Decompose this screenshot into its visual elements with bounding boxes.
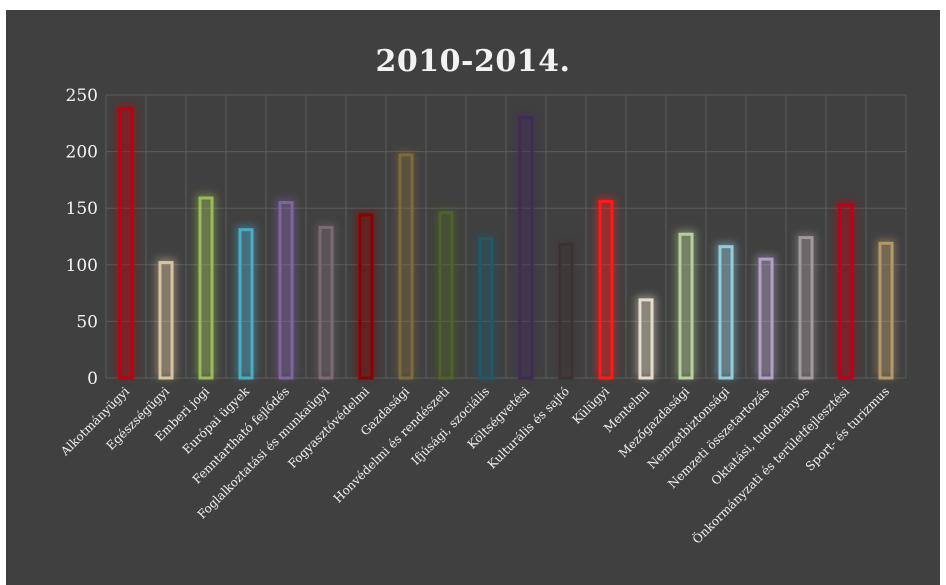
bars	[116, 104, 896, 380]
x-tick-label: Alkotmányügyi	[57, 384, 132, 459]
bar-chart: 050100150200250AlkotmányügyiEgészségügyi…	[57, 86, 907, 547]
bar[interactable]	[358, 213, 374, 380]
bar[interactable]	[158, 261, 174, 380]
chart-panel: 2010-2014. 0 50 100 150 200 250 Alkotmányügyi E…	[6, 10, 940, 585]
x-tick-label: Mezőgazdasági	[616, 384, 692, 460]
y-tick-label: 50	[76, 312, 98, 332]
bar[interactable]	[558, 242, 574, 380]
y-tick-label: 250	[66, 86, 98, 106]
bar[interactable]	[678, 232, 694, 380]
y-tick-label: 0	[87, 369, 98, 389]
bar[interactable]	[638, 298, 654, 380]
y-tick-label: 100	[66, 256, 98, 276]
bar[interactable]	[118, 107, 134, 380]
y-tick-label: 150	[66, 199, 98, 219]
bar[interactable]	[318, 225, 334, 380]
y-tick-label: 200	[66, 143, 98, 163]
chart-title: 2010-2014.	[375, 44, 571, 79]
bar[interactable]	[278, 201, 294, 380]
bar[interactable]	[398, 153, 414, 380]
bar[interactable]	[758, 257, 774, 380]
gridlines	[105, 94, 907, 379]
bar[interactable]	[878, 241, 894, 380]
bar[interactable]	[198, 196, 214, 380]
bar[interactable]	[598, 199, 614, 380]
bar[interactable]	[838, 203, 854, 380]
bar[interactable]	[478, 237, 494, 380]
bar[interactable]	[438, 211, 454, 380]
bar[interactable]	[718, 245, 734, 380]
bar[interactable]	[518, 116, 534, 380]
bar[interactable]	[238, 228, 254, 380]
bar[interactable]	[798, 236, 814, 380]
